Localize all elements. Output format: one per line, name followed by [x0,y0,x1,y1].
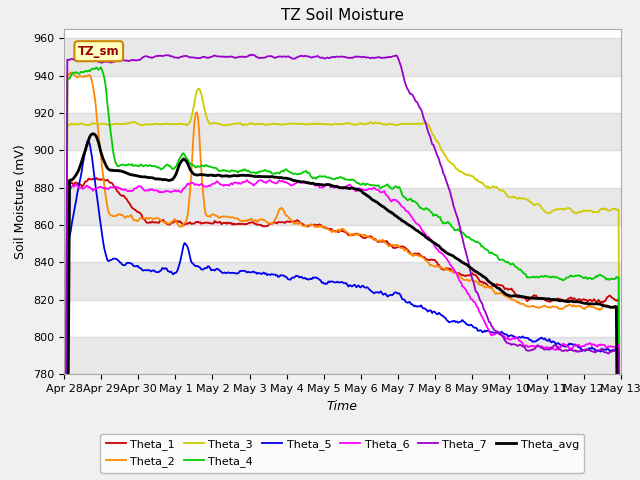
Theta_avg [605,304,612,310]
Theta_6 [326,183,333,189]
Theta_4 [97,64,105,70]
Theta_5 [393,290,401,296]
Line: Theta_3: Theta_3 [64,89,621,480]
Theta_4 [326,175,333,181]
Theta_1 [326,226,333,232]
Theta_5 [518,335,525,340]
Theta_7 [326,55,333,61]
Theta_avg [329,183,337,189]
Y-axis label: Soil Moisture (mV): Soil Moisture (mV) [15,144,28,259]
Theta_avg [362,192,370,198]
Theta_2 [518,300,525,306]
Line: Theta_6: Theta_6 [64,180,621,480]
Line: Theta_avg: Theta_avg [64,134,621,480]
Line: Theta_4: Theta_4 [64,67,621,480]
Bar [64,188,621,225]
Theta_2 [326,228,333,233]
Theta_1 [518,295,525,300]
Theta_1 [329,228,337,234]
Theta_1 [93,175,100,181]
Theta_1 [605,293,612,299]
Theta_4 [329,176,337,182]
Bar [64,38,621,75]
X-axis label: Time: Time [327,400,358,413]
Theta_2 [67,70,74,75]
Theta_5 [329,279,337,285]
Theta_2 [393,242,401,248]
Theta_avg [393,214,401,219]
Theta_3 [393,122,401,128]
Theta_5 [362,285,370,290]
Theta_5 [326,279,333,285]
Theta_3 [326,121,333,127]
Theta_7 [329,54,337,60]
Theta_3 [195,86,203,92]
Theta_6 [518,339,525,345]
Line: Theta_2: Theta_2 [64,72,621,480]
Text: TZ_sm: TZ_sm [78,45,120,58]
Theta_avg [89,131,97,137]
Theta_4 [605,276,612,282]
Theta_avg [326,182,333,188]
Theta_6 [257,177,264,183]
Theta_2 [605,304,612,310]
Theta_4 [362,181,370,187]
Bar [64,113,621,150]
Theta_7 [393,52,401,58]
Theta_1 [393,245,401,251]
Theta_5 [605,347,612,352]
Theta_3 [605,208,612,214]
Theta_3 [518,195,525,201]
Theta_2 [362,234,370,240]
Line: Theta_7: Theta_7 [64,55,621,480]
Bar [64,262,621,300]
Bar [64,337,621,374]
Theta_6 [362,187,370,192]
Theta_avg [518,294,525,300]
Theta_4 [518,268,525,274]
Line: Theta_1: Theta_1 [64,178,621,480]
Theta_3 [362,121,370,127]
Theta_6 [393,197,401,203]
Line: Theta_5: Theta_5 [64,141,621,480]
Theta_7 [518,343,525,348]
Title: TZ Soil Moisture: TZ Soil Moisture [281,9,404,24]
Legend: Theta_1, Theta_2, Theta_3, Theta_4, Theta_5, Theta_6, Theta_7, Theta_avg: Theta_1, Theta_2, Theta_3, Theta_4, Thet… [100,434,584,472]
Theta_7 [362,55,370,60]
Theta_6 [329,183,337,189]
Theta_7 [605,351,612,357]
Theta_4 [393,184,401,190]
Theta_1 [362,235,370,240]
Theta_7 [248,52,255,58]
Theta_3 [329,122,337,128]
Theta_5 [84,138,92,144]
Theta_6 [605,344,612,349]
Theta_2 [329,228,337,233]
